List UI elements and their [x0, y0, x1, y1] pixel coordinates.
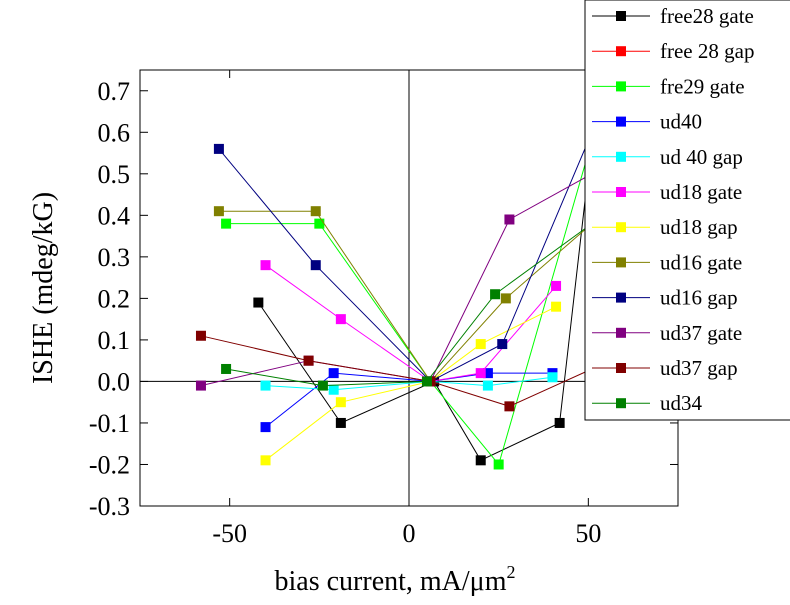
legend-label: ud 40 gap [660, 145, 743, 169]
legend-item: ud18 gate [592, 180, 742, 204]
data-point [504, 214, 515, 225]
legend-label: free28 gate [660, 4, 754, 28]
legend-marker [616, 327, 626, 338]
legend-item: fre29 gate [592, 74, 745, 98]
legend-marker [616, 116, 626, 127]
data-point [310, 206, 321, 217]
legend-marker [616, 187, 626, 197]
data-point [475, 368, 486, 379]
data-point [482, 368, 493, 379]
data-point [221, 363, 232, 374]
data-point [335, 417, 346, 428]
data-point [195, 380, 206, 391]
data-point [213, 206, 224, 217]
y-tick-label: -0.2 [89, 450, 130, 479]
legend-item: ud37 gate [592, 321, 742, 345]
legend-label: fre29 gate [660, 74, 745, 98]
data-point [260, 380, 271, 391]
x-tick-label: 50 [575, 519, 601, 548]
legend-label: ud18 gap [660, 215, 738, 239]
legend-marker [616, 363, 626, 373]
data-point [335, 397, 346, 408]
series-line [257, 140, 593, 461]
data-point [475, 339, 486, 350]
legend-label: ud37 gap [660, 356, 738, 380]
data-point [335, 314, 346, 325]
data-point [310, 260, 321, 271]
legend-marker [616, 46, 626, 57]
legend-item: ud34 [592, 391, 703, 415]
data-point [421, 376, 432, 387]
legend-marker [616, 81, 626, 92]
data-point [317, 380, 328, 391]
legend-item: ud18 gap [592, 215, 738, 239]
legend-marker [616, 257, 626, 268]
axes: -0.3 -0.2 -0.1 0.0 0.1 0.2 0.3 0.4 0.5 0.6 0.7 -50 0… [89, 70, 678, 548]
y-tick-label: 0.2 [98, 284, 131, 313]
x-axis-title-sup: 2 [506, 562, 515, 582]
data-point [221, 218, 232, 229]
data-point [314, 218, 325, 229]
y-axis-title: ISHE (mdeg/kG) [28, 192, 59, 384]
x-axis-title: bias current, mA/μm2 [275, 562, 516, 597]
data-point [497, 339, 508, 350]
legend-box [584, 0, 790, 421]
legend-item: ud 40 gap [592, 145, 743, 169]
legend-label: free 28 gap [660, 39, 754, 63]
y-tick-label: 0.5 [98, 160, 131, 189]
data-point [482, 380, 493, 391]
data-point [328, 384, 339, 395]
legend-marker [616, 222, 626, 233]
legend-label: ud37 gate [660, 321, 742, 345]
legend-marker [616, 151, 626, 162]
data-point [504, 401, 515, 412]
data-point [303, 355, 314, 366]
legend-item: free28 gate [592, 4, 754, 28]
y-tick-label: 0.7 [98, 77, 131, 106]
x-tick-label: -50 [212, 519, 247, 548]
data-point [213, 143, 224, 154]
data-point [475, 455, 486, 466]
legend-item: ud16 gap [592, 286, 738, 310]
data-point [554, 417, 565, 428]
data-point [260, 260, 271, 271]
legend-label: ud34 [660, 391, 703, 415]
data-point [551, 301, 562, 312]
series-layer [195, 127, 597, 470]
legend-label: ud16 gap [660, 286, 738, 310]
y-tick-label: 0.0 [98, 367, 131, 396]
data-point [490, 289, 501, 300]
legend: free28 gate free 28 gap fre29 gate ud40 ud 4… [584, 0, 790, 421]
data-point [500, 293, 511, 304]
y-tick-label: 0.3 [98, 243, 131, 272]
data-point [328, 368, 339, 379]
legend-marker [616, 11, 626, 21]
data-point [547, 372, 558, 383]
data-point [195, 330, 206, 341]
x-tick-label: 0 [403, 519, 416, 548]
data-point [253, 297, 264, 308]
legend-item: ud40 [592, 110, 702, 134]
y-tick-label: 0.6 [98, 118, 131, 147]
y-tick-label: -0.3 [89, 492, 130, 521]
data-point [260, 422, 271, 433]
legend-marker [616, 398, 626, 409]
y-tick-label: 0.4 [98, 201, 131, 230]
legend-label: ud16 gate [660, 250, 742, 274]
legend-marker [616, 292, 626, 303]
y-tick-label: -0.1 [89, 409, 130, 438]
legend-label: ud18 gate [660, 180, 742, 204]
legend-item: ud16 gate [592, 250, 742, 274]
data-point [551, 280, 562, 291]
data-point [260, 455, 271, 466]
y-tick-label: 0.1 [98, 326, 131, 355]
data-point [493, 459, 504, 470]
legend-item: free 28 gap [592, 39, 754, 63]
legend-item: ud37 gap [592, 356, 738, 380]
legend-label: ud40 [660, 110, 702, 134]
x-axis-title-main: bias current, mA/μm [275, 566, 507, 597]
